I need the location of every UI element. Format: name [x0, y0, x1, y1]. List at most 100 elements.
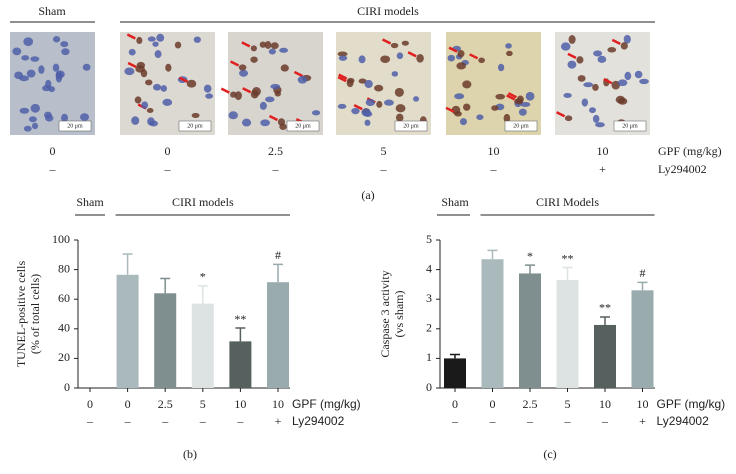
scale-bar-box [178, 120, 212, 132]
group-label: CIRI models [357, 4, 419, 18]
group-label: CIRI Models [536, 195, 599, 209]
bar [594, 324, 616, 388]
cell [478, 57, 485, 64]
cell [401, 40, 409, 46]
cell [364, 119, 371, 126]
cell [60, 41, 69, 48]
dose-label: 2.5 [268, 144, 283, 158]
cell [505, 43, 512, 49]
cell [31, 122, 39, 130]
significance: # [275, 248, 281, 262]
inhibitor-label: – [601, 414, 609, 428]
y-tick-label: 3 [426, 291, 432, 305]
cell [463, 103, 471, 111]
bar [154, 293, 177, 388]
x-tick-label: 5 [200, 397, 206, 411]
cell [277, 118, 286, 126]
cell [14, 71, 23, 80]
arrow [448, 46, 458, 53]
cell [19, 107, 30, 114]
cell [265, 96, 275, 103]
cell [390, 42, 399, 49]
cell [26, 69, 36, 78]
arrow [293, 70, 303, 78]
scale-bar-label: 20 μm [295, 123, 311, 129]
cell [280, 64, 289, 72]
cell [38, 65, 45, 74]
inhibitor-label: – [199, 414, 207, 428]
cell [361, 108, 371, 117]
scale-bar-label: 20 μm [67, 123, 83, 129]
x-tick-label: 2.5 [158, 397, 173, 411]
cell [61, 113, 68, 123]
cell [241, 118, 252, 127]
cell [525, 91, 535, 101]
cell [456, 62, 466, 70]
cell [239, 69, 249, 77]
cell [259, 101, 267, 110]
cell [234, 91, 242, 101]
cell [607, 47, 617, 53]
bar [116, 274, 139, 388]
group-label: Sham [38, 4, 66, 18]
cell [380, 55, 391, 63]
cell [567, 60, 577, 69]
cell [457, 49, 465, 58]
arrow [506, 94, 516, 101]
cell [165, 63, 172, 72]
dose-label: 10 [488, 144, 500, 158]
cell [131, 116, 140, 125]
arrow [127, 61, 137, 69]
error-bar [197, 285, 208, 304]
cell [145, 79, 153, 86]
y-tick-label: 1 [426, 350, 432, 364]
bar [191, 303, 214, 388]
cell [136, 36, 143, 45]
arrow [507, 92, 517, 99]
bar [631, 290, 654, 388]
cell [576, 56, 584, 64]
inhibitor-label: – [86, 414, 94, 428]
cell [597, 55, 607, 63]
y-tick-label: 2 [426, 321, 432, 335]
cell [250, 89, 259, 99]
cell [160, 85, 167, 92]
arrow [407, 51, 417, 58]
cell [174, 41, 182, 49]
cell [351, 107, 360, 115]
error-bar [235, 327, 246, 342]
cell [592, 114, 600, 123]
cell [624, 71, 632, 81]
dose-label: 0 [165, 144, 171, 158]
cell [154, 50, 162, 59]
x-tick-label: 0 [490, 397, 496, 411]
cell [203, 84, 212, 93]
error-bar [525, 264, 535, 274]
inhibitor-label: – [124, 414, 132, 428]
inhibitor-label: – [564, 414, 572, 428]
cell [250, 45, 257, 52]
inhibitor-label: – [49, 162, 57, 176]
arrow [556, 111, 566, 118]
cell [416, 53, 424, 63]
cell [152, 41, 159, 47]
caption: (a) [361, 188, 374, 202]
caption: (b) [183, 447, 197, 461]
cell [462, 80, 472, 89]
y-tick-label: 80 [58, 261, 70, 275]
significance: * [527, 249, 533, 263]
inhibitor-label: + [639, 414, 646, 428]
cell [338, 55, 348, 61]
cell [620, 42, 628, 50]
y-axis-label-line: Caspase 3 activity [378, 270, 392, 357]
bar [481, 259, 504, 388]
cell [193, 36, 201, 43]
arrow [603, 77, 613, 85]
cell [61, 48, 70, 56]
cell [42, 85, 51, 92]
significance: * [200, 270, 206, 284]
cell [147, 117, 155, 126]
y-axis-label-line: (% of total cells) [28, 274, 42, 354]
cell [337, 103, 347, 109]
